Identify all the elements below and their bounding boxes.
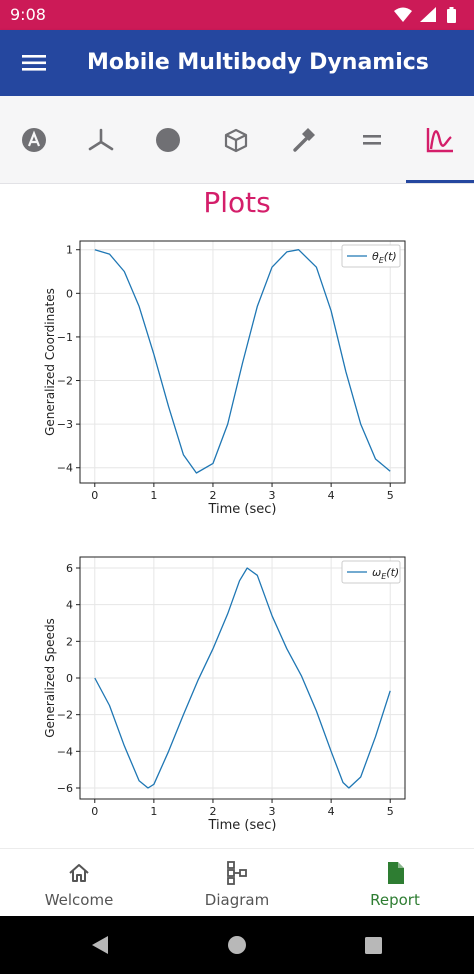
system-nav-bar	[0, 916, 474, 974]
app-bar: Mobile Multibody Dynamics	[0, 30, 474, 96]
chart-generalized-speeds: 0 1 2 3 4 5 6 4 2 0 −2 −4 −6 Time (sec) Generalized Sp…	[0, 551, 474, 841]
x-tick-label: 4	[328, 805, 335, 818]
tab-equations[interactable]	[338, 96, 405, 183]
y-tick-label: −4	[57, 462, 73, 475]
bottom-nav: Welcome Diagram Report	[0, 848, 474, 917]
nav-label: Diagram	[204, 891, 270, 909]
tab-strip	[0, 96, 474, 184]
axes-icon	[88, 128, 113, 150]
y-tick-label: 4	[66, 599, 73, 612]
equals-icon	[362, 134, 381, 145]
status-bar: 9:08	[0, 0, 474, 30]
home-icon	[69, 864, 89, 882]
tab-inertia[interactable]	[202, 96, 269, 183]
plot-curve-icon	[426, 127, 453, 152]
tab-plots[interactable]	[406, 96, 473, 183]
wifi-icon	[394, 7, 412, 22]
x-tick-label: 4	[328, 489, 335, 502]
plot-frame	[79, 240, 406, 484]
y-tick-label: 1	[66, 244, 73, 257]
home-circle-icon[interactable]	[228, 936, 246, 954]
tab-accelerometer[interactable]	[0, 96, 67, 183]
x-axis-label: Time (sec)	[207, 818, 276, 833]
signal-icon	[420, 7, 436, 22]
x-tick-label: 5	[387, 489, 394, 502]
x-tick-label: 2	[209, 489, 216, 502]
x-axis-label: Time (sec)	[207, 502, 276, 517]
status-time: 9:08	[10, 5, 46, 24]
filled-circle-icon	[155, 127, 180, 152]
y-tick-label: 0	[66, 672, 73, 685]
diagram-icon	[227, 861, 247, 885]
x-tick-label: 3	[269, 805, 276, 818]
y-tick-label: −2	[57, 709, 73, 722]
y-tick-label: −4	[57, 745, 73, 758]
app-title: Mobile Multibody Dynamics	[87, 50, 429, 75]
report-icon	[388, 862, 404, 884]
y-axis-label: Generalized Coordinates	[43, 288, 57, 436]
battery-icon	[447, 7, 456, 23]
y-axis-label: Generalized Speeds	[43, 618, 57, 738]
nav-label: Welcome	[44, 891, 114, 909]
y-tick-label: −3	[57, 418, 73, 431]
y-tick-label: −6	[57, 782, 73, 795]
legend-box	[341, 244, 401, 268]
nav-report[interactable]: Report	[316, 849, 474, 917]
x-tick-label: 0	[91, 805, 98, 818]
series-line	[94, 567, 391, 789]
chart-svg: 0 1 2 3 4 5 1 0 −1 −2 −3 −4 Time (sec) Generalized Co…	[43, 240, 406, 517]
x-tick-label: 1	[150, 805, 157, 818]
recents-icon[interactable]	[365, 937, 382, 954]
series-line	[94, 249, 391, 474]
back-icon[interactable]	[92, 936, 108, 954]
selected-tab-indicator	[406, 180, 474, 183]
y-tick-label: −1	[57, 331, 73, 344]
page-heading: Plots	[203, 186, 271, 219]
nav-welcome[interactable]: Welcome	[0, 849, 158, 917]
hammer-icon	[292, 127, 315, 152]
x-tick-label: 3	[269, 489, 276, 502]
x-tick-label: 2	[209, 805, 216, 818]
y-tick-label: 2	[66, 635, 73, 648]
x-tick-label: 5	[387, 805, 394, 818]
cube-icon	[224, 128, 247, 152]
chart-generalized-coordinates: 0 1 2 3 4 5 1 0 −1 −2 −3 −4 Time (sec) Generalized Co…	[0, 235, 474, 525]
status-icons	[394, 6, 464, 24]
legend-box	[341, 560, 401, 584]
circle-a-icon	[21, 127, 46, 152]
y-tick-label: 0	[66, 287, 73, 300]
x-tick-label: 0	[91, 489, 98, 502]
tab-frames[interactable]	[67, 96, 134, 183]
legend-label: θE(t)	[372, 250, 397, 265]
y-tick-label: −2	[57, 375, 73, 388]
chart-svg: 0 1 2 3 4 5 6 4 2 0 −2 −4 −6 Time (sec) Generalized Sp…	[43, 556, 406, 833]
x-tick-label: 1	[150, 489, 157, 502]
nav-label: Report	[370, 891, 420, 909]
y-tick-label: 6	[66, 562, 73, 575]
legend-label: ωE(t)	[372, 566, 399, 581]
menu-icon[interactable]	[22, 52, 46, 74]
tab-forces[interactable]	[270, 96, 337, 183]
nav-diagram[interactable]: Diagram	[158, 849, 316, 917]
tab-bodies[interactable]	[134, 96, 201, 183]
